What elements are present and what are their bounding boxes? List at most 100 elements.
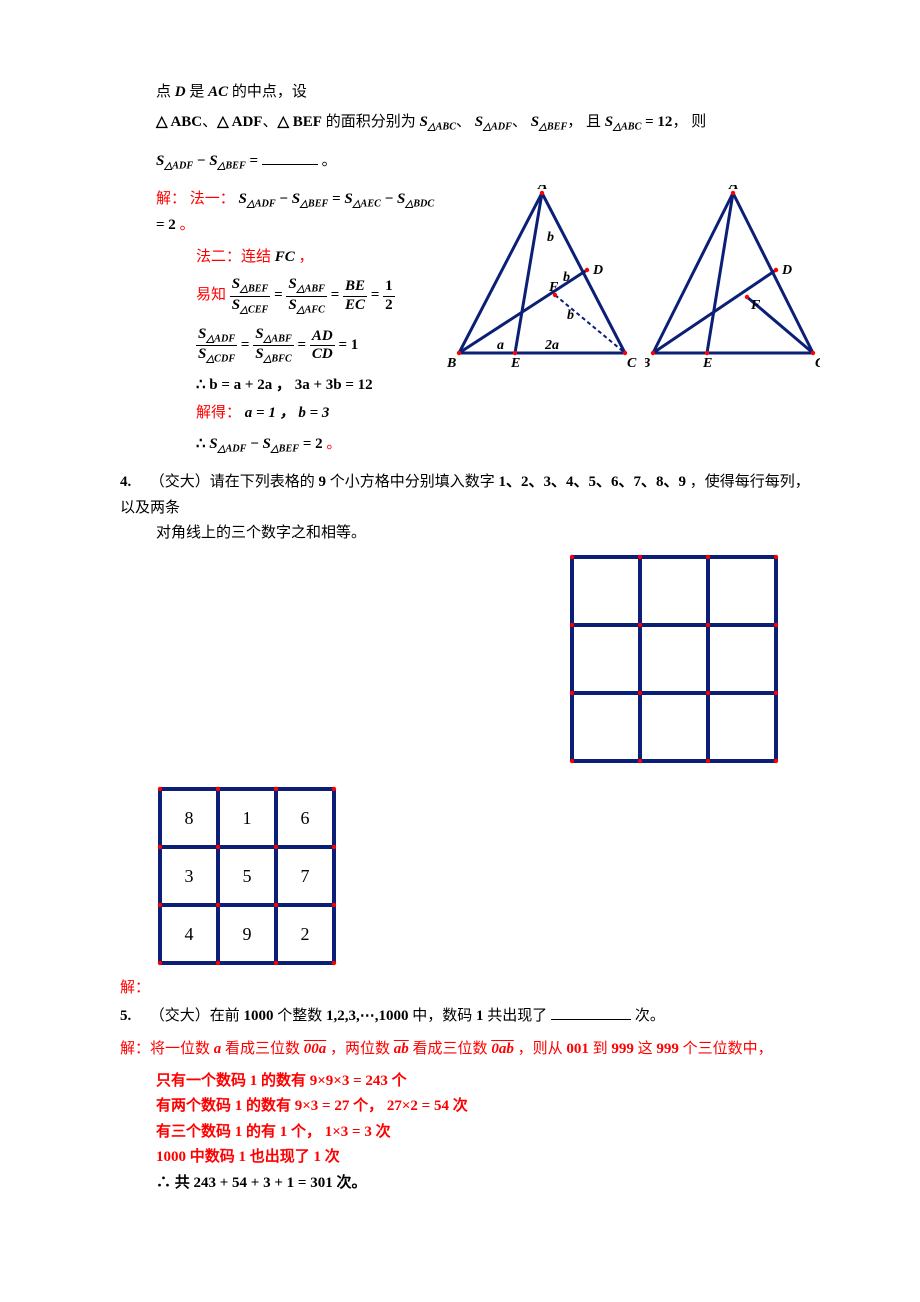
expr: S△BDC xyxy=(397,191,434,207)
svg-text:2a: 2a xyxy=(544,338,559,353)
svg-text:E: E xyxy=(702,356,712,371)
svg-text:C: C xyxy=(627,356,637,371)
nums: 1、2、3、4、5、6、7、8、9 xyxy=(499,474,687,490)
method2-label: 法二：连结 FC ， xyxy=(196,245,437,271)
txt: 对角线上的三个数字之和相等。 xyxy=(156,521,820,547)
svg-text:b: b xyxy=(547,230,554,245)
num: 1000 xyxy=(244,1008,274,1024)
q5-l2: 有两个数码 1 的数有 9×3 = 27 个， 27×2 = 54 次 xyxy=(156,1094,820,1120)
sym-AC: AC xyxy=(208,84,228,100)
eq: = xyxy=(241,337,253,353)
sym-FC: FC xyxy=(275,249,295,265)
problem-intro: 点 D 是 AC 的中点，设 △ ABC 、 △ ADF 、 △ BEF 的面积… xyxy=(156,80,820,175)
txt: 是 xyxy=(189,84,204,100)
S-adf: S△ADF xyxy=(156,153,193,169)
solution-text: 解： 法一： S△ADF − S△BEF = S△AEC − S△BDC = 2… xyxy=(156,185,437,460)
q5-solution: 解：将一位数 a 看成三位数 00a ，两位数 ab 看成三位数 0ab ，则从… xyxy=(120,1037,820,1063)
svg-text:D: D xyxy=(592,263,603,278)
minus: − xyxy=(279,191,291,207)
txt: 看成三位数 xyxy=(413,1041,488,1057)
n001: 001 xyxy=(566,1041,589,1057)
expr: S△AEC xyxy=(344,191,381,207)
minus: − xyxy=(385,191,397,207)
svg-text:F: F xyxy=(548,280,559,295)
eq: = xyxy=(371,287,383,303)
svg-text:b: b xyxy=(563,270,570,285)
expr: S△BEF xyxy=(292,191,329,207)
S3: S△BEF xyxy=(531,110,568,136)
svg-text:b: b xyxy=(567,308,574,323)
sep: 、 xyxy=(456,110,471,136)
txt: 的中点，设 xyxy=(232,84,307,100)
magic-square-filled: 816357492 xyxy=(156,785,338,967)
svg-text:9: 9 xyxy=(243,924,252,944)
sym-D: D xyxy=(175,84,186,100)
svg-text:A: A xyxy=(728,185,738,193)
txt: 解得： xyxy=(196,405,241,421)
therefore-1: ∴ b = a + 2a ， 3a + 3b = 12 xyxy=(196,373,437,399)
S-bef: S△BEF xyxy=(209,153,246,169)
txt: （交大）在前 xyxy=(150,1008,240,1024)
svg-text:6: 6 xyxy=(301,808,310,828)
svg-text:5: 5 xyxy=(243,866,252,886)
intro-line-3: S△ADF − S△BEF = 。 xyxy=(156,149,820,175)
svg-text:a: a xyxy=(497,338,504,353)
num: 1 xyxy=(476,1008,484,1024)
q4-num: 4. xyxy=(120,470,146,496)
eq: = xyxy=(331,287,343,303)
per: 。 xyxy=(326,436,341,452)
svg-text:1: 1 xyxy=(243,808,252,828)
q5-l4: 1000 中数码 1 也出现了 1 次 xyxy=(156,1145,820,1171)
vals: a = 1 ， b = 3 xyxy=(245,405,330,421)
txt: ， 且 xyxy=(567,110,601,136)
txt: 次。 xyxy=(635,1008,665,1024)
therefore-2: ∴ S△ADF − S△BEF = 2 。 xyxy=(196,432,437,458)
svg-text:E: E xyxy=(510,356,520,371)
q5-l3: 有三个数码 1 的有 1 个， 1×3 = 3 次 xyxy=(156,1120,820,1146)
intro-line-1: 点 D 是 AC 的中点，设 xyxy=(156,80,820,106)
txt: ， 则 xyxy=(672,110,706,136)
triangle-figures: ABCDEFa2abbb ABCDEF xyxy=(447,185,820,375)
sym-a: a xyxy=(214,1041,222,1057)
triangle-figure-1: ABCDEFa2abbb xyxy=(447,185,637,375)
svg-text:B: B xyxy=(645,356,650,371)
minus: − xyxy=(197,153,209,169)
sep: 、 xyxy=(262,110,277,136)
seq: 1,2,3,⋯,1000 xyxy=(326,1008,409,1024)
answer-blank xyxy=(551,1004,631,1020)
ratio-line-1: 易知 S△BEFS△CEF = S△ABFS△AFC = BEEC = 12 xyxy=(196,276,437,316)
ratio-line-2: S△ADFS△CDF = S△ABFS△BFC = ADCD = 1 xyxy=(196,326,437,366)
svg-text:B: B xyxy=(447,356,456,371)
empty-grid-wrap xyxy=(120,553,820,765)
txt: 个整数 xyxy=(277,1008,322,1024)
svg-text:C: C xyxy=(815,356,820,371)
triangle-figure-2: ABCDEF xyxy=(645,185,820,375)
n999: 999 xyxy=(611,1041,634,1057)
sep: 、 xyxy=(202,110,217,136)
period: 。 xyxy=(322,153,337,169)
num: 9 xyxy=(319,474,327,490)
intro-line-2: △ ABC 、 △ ADF 、 △ BEF 的面积分别为 S△ABC 、 S△A… xyxy=(156,110,820,136)
ov-00a: 00a xyxy=(304,1041,327,1057)
easy-know: 易知 xyxy=(196,287,226,303)
minus: − xyxy=(250,436,262,452)
txt: 点 xyxy=(156,84,171,100)
svg-text:3: 3 xyxy=(185,866,194,886)
txt: 解：将一位数 xyxy=(120,1041,210,1057)
txt: 个三位数中， xyxy=(683,1041,773,1057)
txt: 的面积分别为 xyxy=(326,110,416,136)
ov-ab: ab xyxy=(394,1041,409,1057)
txt: 到 xyxy=(593,1041,608,1057)
txt: 中，数码 xyxy=(412,1008,472,1024)
solve-line: 解得： a = 1 ， b = 3 xyxy=(196,401,437,427)
txt: ，两位数 xyxy=(330,1041,390,1057)
question-5: 5. （交大）在前 1000 个整数 1,2,3,⋯,1000 中，数码 1 共… xyxy=(120,1004,820,1030)
S4: S△ABC xyxy=(605,110,642,136)
expr: S△BEF xyxy=(263,436,300,452)
txt: （交大）请在下列表格的 xyxy=(150,474,315,490)
tri-bef: △ BEF xyxy=(277,110,321,136)
txt: 个小方格中分别填入数字 xyxy=(330,474,495,490)
svg-text:2: 2 xyxy=(301,924,310,944)
tri-adf: △ ADF xyxy=(217,110,262,136)
n999b: 999 xyxy=(656,1041,679,1057)
